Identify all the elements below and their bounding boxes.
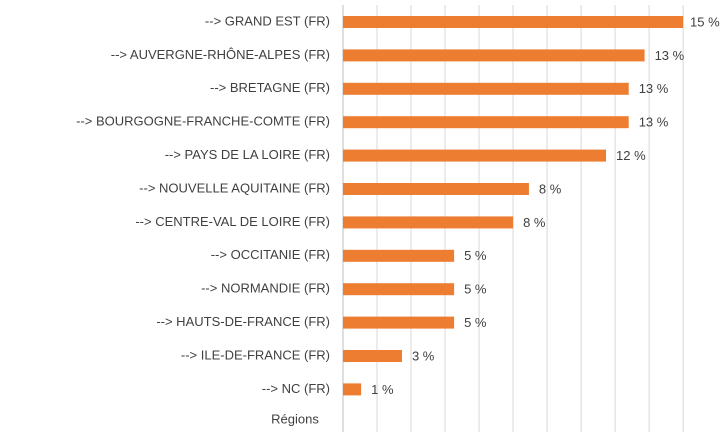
bar (343, 49, 645, 62)
bar (343, 316, 455, 329)
bar (343, 249, 455, 262)
y-tick-label: --> BRETAGNE (FR) (210, 80, 330, 95)
data-label: 3 % (412, 348, 435, 363)
bar (343, 183, 529, 195)
y-tick-label: --> ILE-DE-FRANCE (FR) (181, 347, 330, 362)
y-tick-label: --> BOURGOGNE-FRANCHE-COMTE (FR) (76, 114, 330, 129)
y-tick-label: --> GRAND EST (FR) (205, 13, 330, 28)
data-label: 1 % (371, 382, 394, 397)
bar (343, 216, 514, 229)
axis-title: Régions (271, 411, 319, 426)
bar (343, 383, 362, 396)
bar (343, 82, 629, 95)
data-label: 5 % (464, 282, 487, 297)
data-label: 15 % (690, 14, 720, 29)
data-label: 5 % (464, 248, 487, 263)
data-label: 13 % (639, 81, 669, 96)
y-tick-label: --> AUVERGNE-RHÔNE-ALPES (FR) (111, 47, 330, 62)
data-label: 13 % (655, 48, 685, 63)
bar (343, 149, 607, 162)
data-label: 12 % (616, 148, 646, 163)
y-tick-label: --> OCCITANIE (FR) (211, 247, 330, 262)
y-tick-label: --> NORMANDIE (FR) (201, 281, 330, 296)
data-label: 13 % (639, 115, 669, 130)
data-label: 5 % (464, 315, 487, 330)
y-tick-label: --> HAUTS-DE-FRANCE (FR) (156, 314, 330, 329)
bar (343, 116, 629, 129)
y-tick-label: --> NC (FR) (262, 381, 330, 396)
data-label: 8 % (539, 181, 562, 196)
bar (343, 283, 455, 296)
data-label: 8 % (523, 215, 546, 230)
y-tick-label: --> PAYS DE LA LOIRE (FR) (165, 147, 330, 162)
bar (343, 16, 684, 28)
y-tick-label: --> CENTRE-VAL DE LOIRE (FR) (135, 214, 330, 229)
y-tick-label: --> NOUVELLE AQUITAINE (FR) (139, 180, 330, 195)
bar (343, 350, 402, 362)
